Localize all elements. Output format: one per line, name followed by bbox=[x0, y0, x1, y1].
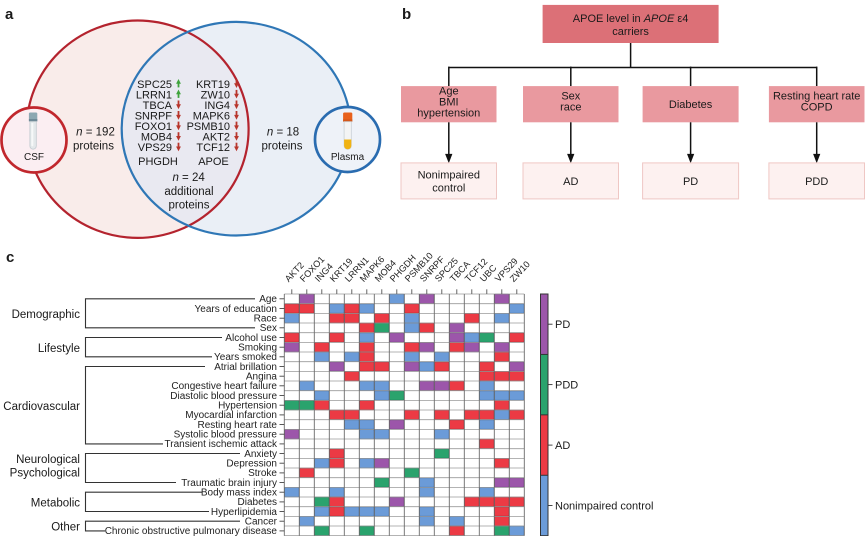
svg-text:ZW10: ZW10 bbox=[201, 89, 230, 101]
svg-text:Congestive heart failure: Congestive heart failure bbox=[171, 381, 277, 392]
svg-text:Sex: Sex bbox=[561, 91, 580, 103]
svg-text:Race: Race bbox=[254, 314, 278, 325]
svg-text:control: control bbox=[432, 182, 465, 194]
svg-text:PSMB10: PSMB10 bbox=[187, 121, 230, 133]
svg-text:Lifestyle: Lifestyle bbox=[38, 343, 80, 355]
svg-text:Age: Age bbox=[439, 86, 459, 98]
svg-text:APOE: APOE bbox=[198, 156, 229, 168]
svg-text:FOXO1: FOXO1 bbox=[135, 121, 172, 133]
svg-text:b: b bbox=[402, 6, 411, 23]
svg-text:Nonimpaired: Nonimpaired bbox=[418, 169, 480, 181]
svg-text:TBCA: TBCA bbox=[143, 100, 173, 112]
svg-text:Anxiety: Anxiety bbox=[244, 449, 277, 460]
svg-text:Neurological: Neurological bbox=[16, 454, 80, 466]
svg-text:Myocardial infarction: Myocardial infarction bbox=[185, 410, 277, 421]
svg-text:PDD: PDD bbox=[555, 379, 578, 391]
svg-text:additional: additional bbox=[164, 186, 213, 198]
svg-text:n = 192: n = 192 bbox=[76, 127, 115, 139]
svg-text:Resting heart rate: Resting heart rate bbox=[773, 91, 860, 103]
svg-text:n = 18: n = 18 bbox=[267, 127, 299, 139]
svg-text:a: a bbox=[5, 6, 14, 23]
svg-text:Angina: Angina bbox=[246, 372, 278, 383]
svg-text:Age: Age bbox=[259, 294, 277, 305]
svg-text:Other: Other bbox=[51, 522, 80, 534]
svg-text:SNRPF: SNRPF bbox=[135, 111, 173, 123]
svg-text:TCF12: TCF12 bbox=[196, 142, 230, 154]
svg-text:KRT19: KRT19 bbox=[196, 79, 230, 91]
svg-text:AKT2: AKT2 bbox=[202, 132, 230, 144]
svg-text:COPD: COPD bbox=[801, 102, 833, 114]
svg-text:Cardiovascular: Cardiovascular bbox=[3, 401, 80, 413]
svg-text:CSF: CSF bbox=[24, 152, 44, 163]
svg-text:Psychological: Psychological bbox=[10, 467, 80, 479]
svg-text:Alcohol use: Alcohol use bbox=[225, 333, 277, 344]
svg-text:PD: PD bbox=[683, 176, 698, 188]
svg-text:Diabetes: Diabetes bbox=[238, 497, 277, 508]
svg-text:Years of education: Years of education bbox=[195, 304, 277, 315]
svg-text:SPC25: SPC25 bbox=[137, 79, 172, 91]
svg-text:Plasma: Plasma bbox=[331, 152, 365, 163]
svg-text:Years smoked: Years smoked bbox=[214, 352, 277, 363]
svg-text:Resting heart rate: Resting heart rate bbox=[198, 420, 278, 431]
svg-text:carriers: carriers bbox=[612, 26, 649, 38]
svg-text:Hypertension: Hypertension bbox=[218, 401, 277, 412]
svg-text:PDD: PDD bbox=[805, 176, 828, 188]
svg-text:proteins: proteins bbox=[169, 199, 210, 211]
svg-text:PD: PD bbox=[555, 319, 570, 331]
svg-text:Sex: Sex bbox=[260, 323, 277, 334]
svg-text:Systolic blood pressure: Systolic blood pressure bbox=[174, 430, 278, 441]
svg-text:Demographic: Demographic bbox=[12, 309, 81, 321]
svg-text:Atrial brillation: Atrial brillation bbox=[214, 362, 277, 373]
svg-text:Metabolic: Metabolic bbox=[31, 498, 80, 510]
svg-text:proteins: proteins bbox=[262, 141, 303, 153]
svg-text:Traumatic brain injury: Traumatic brain injury bbox=[181, 478, 277, 489]
svg-text:Transient ischemic attack: Transient ischemic attack bbox=[165, 439, 278, 450]
svg-text:race: race bbox=[560, 102, 581, 114]
svg-text:Body mass index: Body mass index bbox=[201, 488, 277, 499]
svg-text:Stroke: Stroke bbox=[248, 468, 277, 479]
svg-text:Depression: Depression bbox=[226, 459, 277, 470]
svg-text:Hyperlipidemia: Hyperlipidemia bbox=[211, 507, 278, 518]
svg-text:MOB4: MOB4 bbox=[141, 132, 172, 144]
svg-text:AD: AD bbox=[555, 440, 570, 452]
svg-text:n = 24: n = 24 bbox=[172, 172, 205, 184]
svg-text:Chronic obstructive pulmonary: Chronic obstructive pulmonary disease bbox=[105, 526, 278, 536]
svg-text:hypertension: hypertension bbox=[417, 108, 480, 120]
svg-text:BMI: BMI bbox=[439, 97, 459, 109]
svg-text:MAPK6: MAPK6 bbox=[193, 111, 230, 123]
svg-text:ING4: ING4 bbox=[204, 100, 230, 112]
svg-text:Smoking: Smoking bbox=[238, 343, 277, 354]
svg-text:PHGDH: PHGDH bbox=[138, 156, 178, 168]
svg-text:Diabetes: Diabetes bbox=[669, 99, 713, 111]
svg-text:VPS29: VPS29 bbox=[138, 142, 172, 154]
svg-text:AD: AD bbox=[563, 176, 578, 188]
svg-text:APOE level in APOE ε4: APOE level in APOE ε4 bbox=[573, 13, 689, 25]
svg-text:Cancer: Cancer bbox=[245, 517, 278, 528]
svg-text:c: c bbox=[6, 249, 14, 266]
svg-text:proteins: proteins bbox=[73, 141, 114, 153]
svg-text:LRRN1: LRRN1 bbox=[136, 89, 172, 101]
svg-text:Diastolic blood pressure: Diastolic blood pressure bbox=[170, 391, 277, 402]
svg-text:Nonimpaired control: Nonimpaired control bbox=[555, 500, 653, 512]
